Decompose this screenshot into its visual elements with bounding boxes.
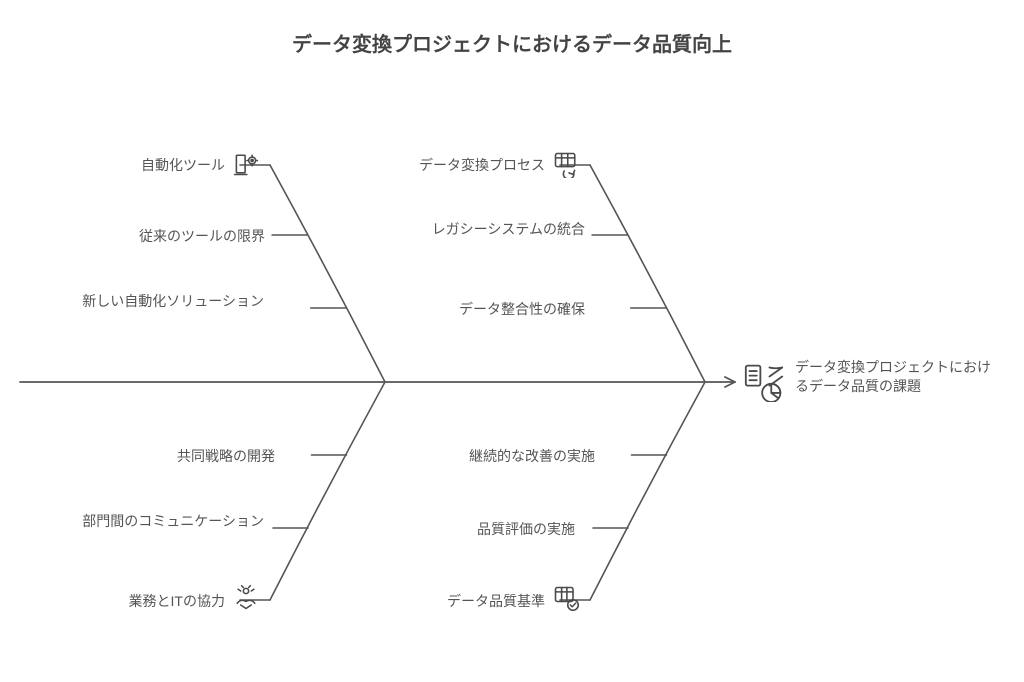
bone-child-label: 品質評価の実施 <box>400 520 575 538</box>
bone-child-label: 共同戦略の開発 <box>70 447 275 465</box>
data-quality-issue-icon <box>742 362 786 402</box>
category-label: 業務とITの協力 <box>60 592 225 610</box>
category-label: データ品質基準 <box>380 592 545 610</box>
bone-child-label: レガシーシステムの統合 <box>370 220 585 238</box>
data-transform-process-icon <box>552 150 580 178</box>
bone-child-label: 従来のツールの限界 <box>60 227 265 245</box>
bone-child-label: データ整合性の確保 <box>380 300 585 318</box>
bone-child-label: 部門間のコミュニケーション <box>60 512 264 530</box>
fishbone-svg <box>0 0 1024 682</box>
fish-head-label: データ変換プロジェクトにおけるデータ品質の課題 <box>795 358 995 396</box>
collaboration-icon <box>232 584 260 612</box>
data-quality-standard-icon <box>552 584 580 612</box>
category-label: データ変換プロセス <box>360 156 545 174</box>
automation-tool-icon <box>232 150 260 178</box>
category-label: 自動化ツール <box>60 156 225 174</box>
bone-child-label: 継続的な改善の実施 <box>390 447 595 465</box>
bone-child-label: 新しい自動化ソリューション <box>60 292 264 310</box>
